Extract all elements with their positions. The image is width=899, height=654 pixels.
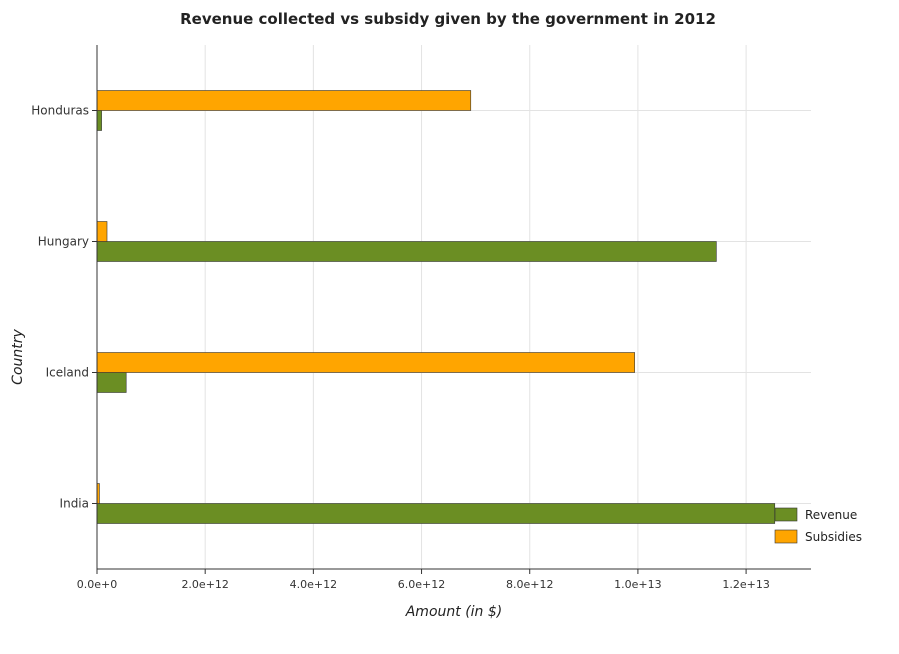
chart-title: Revenue collected vs subsidy given by th… <box>180 10 716 28</box>
axes: 0.0e+0 2.0e+12 4.0e+12 6.0e+12 8.0e+12 1.0e+1… <box>31 45 811 591</box>
y-tick-label: Hungary <box>38 235 89 249</box>
y-tick-label: Iceland <box>46 366 89 380</box>
x-tick-label: 0.0e+0 <box>77 578 117 591</box>
x-tick-label: 2.0e+12 <box>181 578 228 591</box>
bar-subsidies-iceland <box>96 352 635 373</box>
legend-swatch-subsidies <box>774 529 798 544</box>
bar-subsidies-hungary <box>96 221 108 242</box>
bars <box>96 90 776 524</box>
y-axis-label: Country <box>10 328 26 384</box>
x-tick-label: 4.0e+12 <box>290 578 337 591</box>
x-tick-label: 1.0e+13 <box>614 578 661 591</box>
legend-label-revenue: Revenue <box>805 508 857 522</box>
legend-swatch-revenue <box>774 507 798 522</box>
x-tick-label: 8.0e+12 <box>506 578 553 591</box>
bar-revenue-india <box>96 503 776 524</box>
bar-revenue-iceland <box>96 372 127 393</box>
bar-revenue-hungary <box>96 241 717 262</box>
y-tick-label: India <box>60 497 89 511</box>
grid-lines <box>96 45 811 569</box>
x-axis-label: Amount (in $) <box>405 604 503 620</box>
x-tick-label: 6.0e+12 <box>398 578 445 591</box>
x-tick-label: 1.2e+13 <box>722 578 769 591</box>
legend-label-subsidies: Subsidies <box>805 530 862 544</box>
y-tick-label: Honduras <box>31 104 89 118</box>
bar-subsidies-honduras <box>96 90 472 111</box>
bar-revenue-honduras <box>96 110 102 131</box>
legend: Revenue Subsidies <box>774 507 862 544</box>
